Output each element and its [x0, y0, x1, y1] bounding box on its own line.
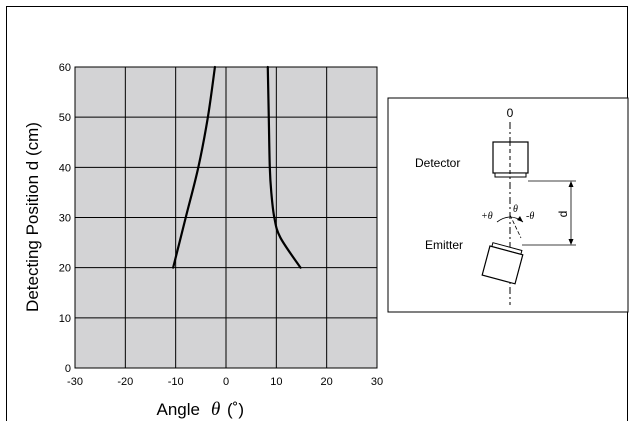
- d-arrow-bottom: [568, 239, 574, 245]
- y-tick-label: 0: [65, 363, 71, 375]
- theta-label: θ: [513, 204, 518, 215]
- x-tick-label: 30: [371, 376, 383, 388]
- d-label: d: [556, 211, 570, 218]
- series-line-1: [172, 65, 217, 269]
- series-group: [172, 65, 302, 269]
- angle-arrow: [517, 216, 523, 222]
- y-tick-label: 50: [59, 112, 71, 124]
- y-tick-label: 40: [59, 162, 71, 174]
- emitter: [481, 242, 524, 285]
- x-tick-label: 10: [270, 376, 282, 388]
- series-line-2: [266, 65, 302, 269]
- x-tick-label: 20: [321, 376, 333, 388]
- y-axis-label: Detecting Position d (cm): [23, 122, 42, 312]
- x-axis-unit: (˚): [227, 400, 244, 419]
- x-tick-labels: -30 -20 -10 0 10 20 30: [67, 376, 383, 388]
- setup-diagram: 0 Detector d +θ θ -θ Emitter: [387, 97, 629, 313]
- plot-border: [74, 66, 378, 369]
- x-tick-label: -10: [168, 376, 184, 388]
- x-axis-label: Angle: [157, 400, 200, 419]
- x-tick-label: -20: [117, 376, 133, 388]
- grid: [75, 67, 377, 368]
- detector-label: Detector: [415, 156, 460, 170]
- tilt-axis: [509, 214, 522, 239]
- zero-label: 0: [507, 106, 514, 120]
- minus-theta-label: -θ: [526, 211, 534, 222]
- y-tick-label: 30: [59, 213, 71, 225]
- x-axis-theta-symbol: θ: [211, 399, 220, 420]
- y-tick-label: 20: [59, 263, 71, 275]
- emitter-label: Emitter: [425, 238, 463, 252]
- y-tick-labels: 0 10 20 30 40 50 60: [59, 62, 71, 375]
- plus-theta-label: +θ: [481, 211, 493, 222]
- emitter-body: [481, 245, 524, 285]
- x-tick-label: -30: [67, 376, 83, 388]
- y-tick-label: 60: [59, 62, 71, 74]
- d-arrow-top: [568, 181, 574, 187]
- x-tick-label: 0: [223, 376, 229, 388]
- y-tick-label: 10: [59, 313, 71, 325]
